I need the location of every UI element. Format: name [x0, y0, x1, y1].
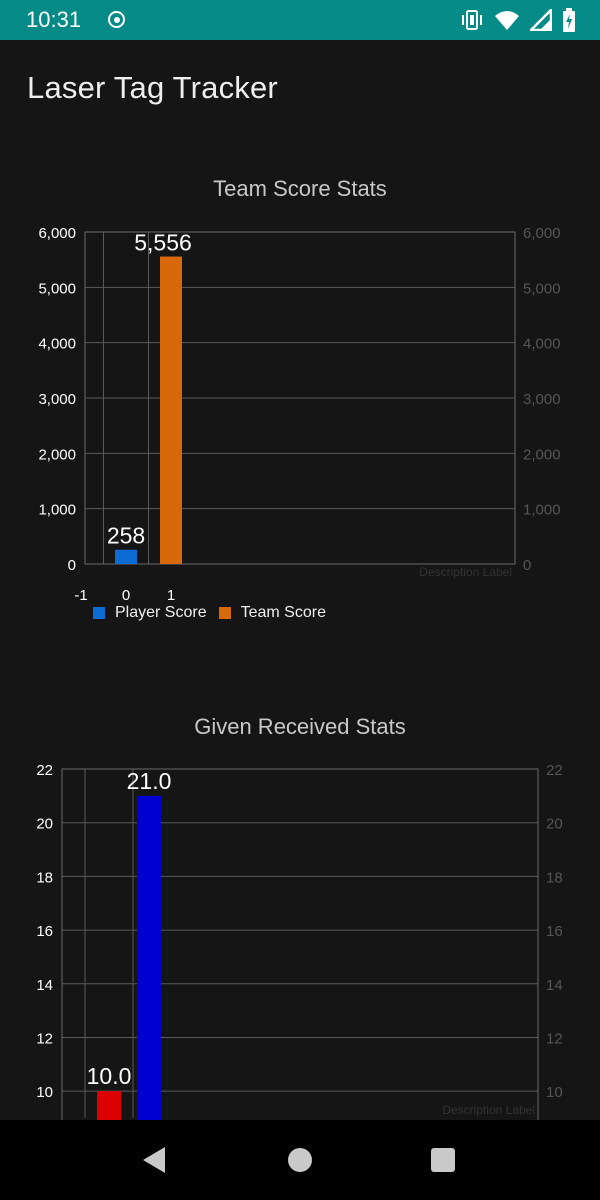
y-tick-label-left: 6,000 [38, 225, 76, 242]
legend-label: Team Score [240, 604, 326, 621]
battery-charging-icon [563, 8, 575, 32]
bar-value-label: 21.0 [127, 768, 172, 794]
y-tick-label-left: 0 [68, 557, 76, 574]
description-label: Description Label [442, 1103, 535, 1117]
y-tick-label-right: 14 [546, 977, 563, 994]
status-icons [460, 8, 576, 32]
wifi-icon [495, 11, 519, 30]
y-tick-label-right: 10 [546, 1084, 563, 1101]
y-tick-label-left: 16 [36, 923, 53, 940]
navigation-bar [0, 1120, 600, 1200]
y-tick-label-right: 18 [546, 869, 563, 886]
y-tick-label-right: 1,000 [523, 502, 561, 519]
y-tick-label-right: 12 [546, 1030, 563, 1047]
y-tick-label-left: 20 [36, 816, 53, 833]
chart-legend: Player Score Team Score [93, 604, 338, 622]
y-tick-label-left: 4,000 [38, 336, 76, 353]
back-button[interactable] [143, 1147, 165, 1173]
bar [115, 549, 137, 564]
x-tick-label: 1 [167, 587, 175, 600]
app-title: Laser Tag Tracker [27, 70, 278, 105]
plot-frame [84, 231, 516, 565]
team-score-chart: Team Score Stats 0 0 1,000 1,000 2,000 2,000 3… [0, 170, 600, 640]
status-time: 10:31 [26, 7, 82, 32]
legend-item-team-score: Team Score [218, 604, 326, 622]
y-tick-label-left: 14 [36, 977, 53, 994]
y-tick-label-left: 10 [36, 1084, 53, 1101]
bar [97, 1091, 121, 1120]
bar [137, 795, 161, 1120]
y-tick-label-right: 3,000 [523, 391, 561, 408]
bar-value-label: 258 [107, 523, 145, 549]
y-tick-label-right: 5,000 [523, 280, 561, 297]
y-tick-label-right: 0 [523, 557, 531, 574]
vibrate-icon [462, 10, 482, 30]
y-tick-label-left: 22 [36, 762, 53, 779]
plot-frame [61, 768, 539, 1120]
legend-swatch [218, 607, 231, 619]
signal-icon [530, 9, 552, 31]
chart-title: Given Received Stats [194, 714, 406, 739]
given-received-chart: Given Received Stats 10 10 12 12 14 14 16 16 18 1… [0, 708, 600, 1120]
x-tick-label: -1 [74, 587, 87, 600]
y-tick-label-right: 20 [546, 816, 563, 833]
given-received-chart-svg: 10 10 12 12 14 14 16 16 18 18 20 20 22 22 10.0 21.0 Desc… [36, 762, 563, 1120]
team-score-chart-svg: 0 0 1,000 1,000 2,000 2,000 3,000 3,000 4,000 4,0… [38, 225, 561, 600]
y-tick-label-right: 22 [546, 762, 563, 779]
y-tick-label-left: 5,000 [38, 280, 76, 297]
y-tick-label-left: 2,000 [38, 446, 76, 463]
bar [160, 256, 182, 564]
y-tick-label-right: 16 [546, 923, 563, 940]
y-tick-label-left: 18 [36, 869, 53, 886]
chart-title: Team Score Stats [213, 176, 387, 201]
legend-label: Player Score [115, 604, 207, 621]
legend-swatch [93, 607, 105, 619]
y-tick-label-left: 12 [36, 1030, 53, 1047]
y-tick-label-left: 3,000 [38, 391, 76, 408]
bar-value-label: 10.0 [87, 1063, 132, 1089]
home-button[interactable] [288, 1148, 312, 1172]
status-bar: 10:31 [0, 0, 600, 40]
x-tick-label: 0 [122, 587, 130, 600]
y-tick-label-right: 4,000 [523, 336, 561, 353]
description-label: Description Label [419, 565, 512, 579]
y-tick-label-right: 2,000 [523, 446, 561, 463]
y-tick-label-left: 1,000 [38, 502, 76, 519]
recents-button[interactable] [431, 1148, 455, 1172]
bar-value-label: 5,556 [134, 230, 192, 256]
y-tick-label-right: 6,000 [523, 225, 561, 242]
record-icon [108, 11, 125, 28]
legend-item-player-score: Player Score [93, 604, 207, 622]
